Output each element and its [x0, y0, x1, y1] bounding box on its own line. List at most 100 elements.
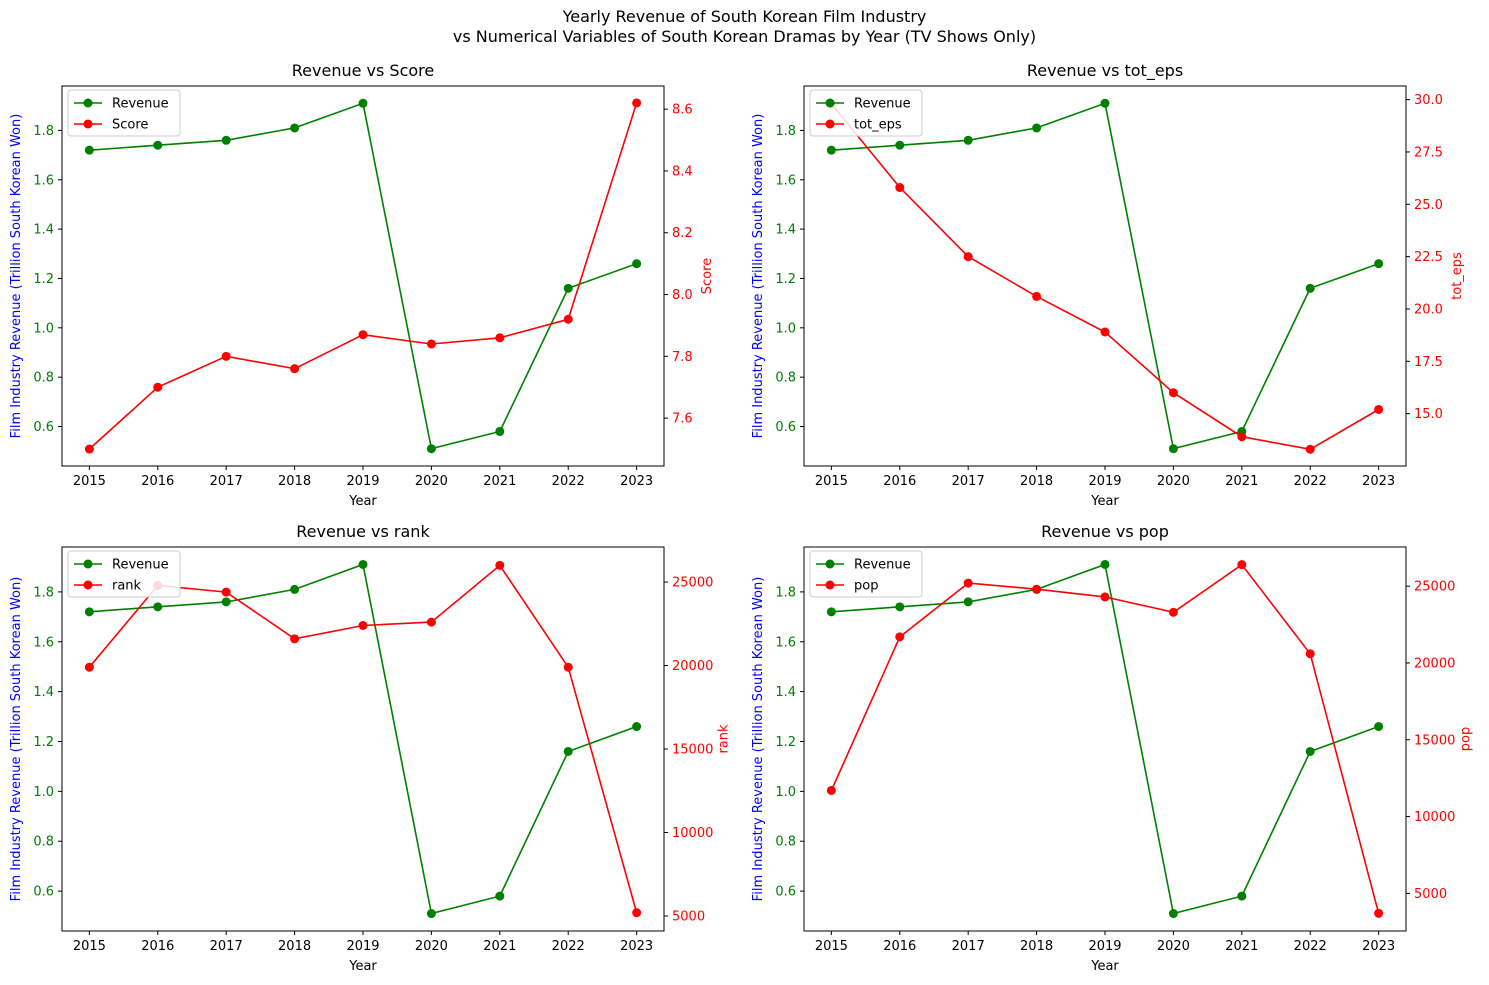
- data-point-revenue: [84, 607, 94, 617]
- y-left-tick-label: 1.2: [775, 735, 796, 750]
- x-tick-label: 2017: [952, 474, 985, 489]
- data-point-tot_eps: [1168, 388, 1178, 398]
- x-tick-label: 2020: [1157, 939, 1190, 954]
- data-point-rank: [221, 587, 231, 597]
- y-left-axis-label: Film Industry Revenue (Trillion South Ko…: [9, 577, 24, 902]
- legend-label: Revenue: [112, 558, 169, 573]
- axes-frame: [61, 546, 665, 932]
- y-right-tick-label: 20000: [1414, 656, 1455, 671]
- data-point-tot_eps: [1237, 432, 1247, 442]
- y-right-tick-label: 8.2: [672, 226, 693, 241]
- y-right-tick-label: 30.0: [1414, 93, 1443, 108]
- legend-label: Score: [112, 118, 148, 133]
- data-point-pop: [1100, 592, 1110, 602]
- suptitle-line-1: Yearly Revenue of South Korean Film Indu…: [562, 7, 927, 26]
- data-point-revenue: [426, 909, 436, 919]
- y-left-tick-label: 1.4: [775, 223, 796, 238]
- series-line-tot_eps: [830, 103, 1380, 451]
- y-right-tick-label: 20.0: [1414, 302, 1443, 317]
- data-point-pop: [1032, 584, 1042, 594]
- subplot-1: Revenue vs Score 2015 2016 2017 2018 2019 2020…: [9, 61, 715, 509]
- data-point-rank: [84, 662, 94, 672]
- y-right-tick-label: 8.4: [672, 164, 693, 179]
- data-point-revenue: [1237, 891, 1247, 901]
- y-left-tick-label: 1.8: [33, 124, 54, 139]
- data-point-revenue: [632, 722, 642, 732]
- legend-marker: [83, 559, 93, 569]
- legend-label: rank: [112, 579, 142, 594]
- data-point-revenue: [426, 444, 436, 454]
- data-point-tot_eps: [895, 183, 905, 193]
- data-point-score: [632, 98, 642, 108]
- data-point-revenue: [1374, 259, 1384, 269]
- x-tick-label: 2017: [210, 939, 243, 954]
- x-tick-label: 2018: [278, 939, 311, 954]
- y-left-tick-label: 1.8: [33, 585, 54, 600]
- data-point-revenue: [563, 283, 573, 293]
- y-right-tick-label: 25000: [672, 576, 713, 591]
- data-point-pop: [963, 578, 973, 588]
- data-point-score: [358, 330, 368, 340]
- legend-label: Revenue: [854, 558, 911, 573]
- y-right-tick-label: 8.6: [672, 103, 693, 118]
- data-point-rank: [358, 620, 368, 630]
- data-point-revenue: [1168, 909, 1178, 919]
- y-right-tick-label: 27.5: [1414, 145, 1443, 160]
- x-tick-label: 2019: [1088, 939, 1121, 954]
- data-point-tot_eps: [1305, 444, 1315, 454]
- x-tick-label: 2021: [483, 474, 516, 489]
- data-point-revenue: [1305, 746, 1315, 756]
- data-point-revenue: [84, 145, 94, 155]
- data-point-revenue: [153, 602, 163, 612]
- x-tick-label: 2020: [415, 474, 448, 489]
- data-point-revenue: [826, 607, 836, 617]
- x-tick-label: 2015: [73, 939, 106, 954]
- legend-marker: [83, 119, 93, 129]
- x-tick-label: 2017: [952, 939, 985, 954]
- x-tick-label: 2015: [73, 474, 106, 489]
- data-point-revenue: [495, 426, 505, 436]
- y-left-tick-label: 1.8: [775, 124, 796, 139]
- data-point-pop: [1168, 607, 1178, 617]
- x-tick-label: 2023: [620, 474, 653, 489]
- x-tick-label: 2022: [552, 939, 585, 954]
- y-left-tick-label: 0.6: [33, 420, 54, 435]
- y-left-tick-label: 1.6: [775, 635, 796, 650]
- subplot-title: Revenue vs rank: [296, 522, 430, 541]
- legend-marker: [825, 559, 835, 569]
- y-right-tick-label: 5000: [672, 909, 705, 924]
- y-left-tick-label: 1.4: [775, 685, 796, 700]
- legend-marker: [825, 98, 835, 108]
- data-point-revenue: [895, 602, 905, 612]
- legend-label: pop: [854, 579, 878, 594]
- data-point-revenue: [495, 891, 505, 901]
- data-point-revenue: [963, 597, 973, 607]
- y-left-tick-label: 1.0: [33, 785, 54, 800]
- data-point-score: [84, 444, 94, 454]
- data-point-pop: [1305, 649, 1315, 659]
- data-point-revenue: [563, 746, 573, 756]
- data-point-rank: [426, 617, 436, 627]
- y-left-tick-label: 1.0: [33, 321, 54, 336]
- data-point-revenue: [1374, 722, 1384, 732]
- data-point-revenue: [1168, 444, 1178, 454]
- data-point-revenue: [1100, 559, 1110, 569]
- y-left-tick-label: 0.8: [775, 371, 796, 386]
- y-left-tick-label: 0.6: [775, 420, 796, 435]
- y-left-axis-label: Film Industry Revenue (Trillion South Ko…: [751, 114, 766, 439]
- y-left-tick-label: 1.2: [33, 272, 54, 287]
- series-line-revenue: [89, 563, 637, 915]
- y-right-tick-label: 8.0: [672, 288, 693, 303]
- data-point-rank: [632, 908, 642, 918]
- y-right-tick-label: 20000: [672, 659, 713, 674]
- x-tick-label: 2016: [141, 939, 174, 954]
- data-point-revenue: [221, 597, 231, 607]
- legend-label: Revenue: [112, 97, 169, 112]
- x-tick-label: 2015: [815, 474, 848, 489]
- y-left-tick-label: 0.8: [33, 371, 54, 386]
- subplot-4: Revenue vs pop 2015 2016 2017 2018 2019 2020 20…: [751, 522, 1474, 974]
- data-point-score: [153, 382, 163, 392]
- data-point-tot_eps: [1032, 291, 1042, 301]
- y-right-tick-label: 7.6: [672, 412, 693, 427]
